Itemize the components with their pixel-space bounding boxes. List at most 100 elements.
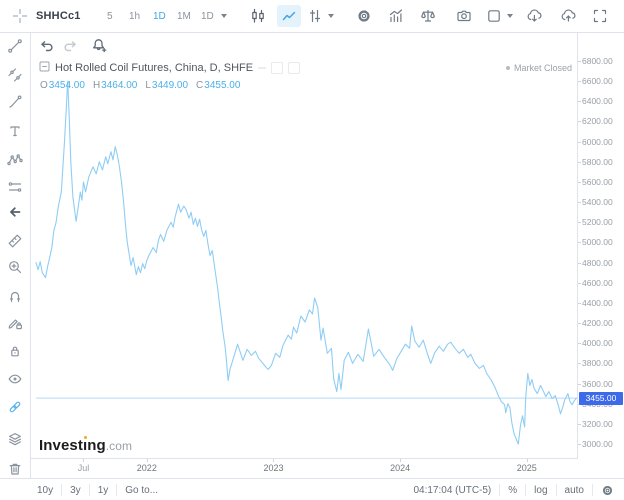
fullscreen-icon[interactable] [592,0,608,32]
price-tick-label: 6800.00 [582,56,613,66]
log-scale-button[interactable]: log [534,484,548,496]
time-tick-label: 2024 [390,463,411,473]
logo-text-post: ıng [82,437,106,454]
measure-icon[interactable] [7,233,23,249]
percent-scale-button[interactable]: % [508,484,518,496]
auto-scale-button[interactable]: auto [564,484,584,496]
range-1y-button[interactable]: 1y [97,484,109,496]
text-tool-icon[interactable] [7,123,23,139]
object-tree-icon[interactable] [7,431,23,447]
price-tick-mark [578,202,581,204]
time-tick-mark [83,459,85,462]
high-value: 3464.00 [101,80,138,91]
price-tick-label: 3800.00 [582,358,613,369]
logo-orange-dot-icon [83,436,87,439]
last-price-badge: 3455.00 [579,391,623,405]
investing-logo[interactable]: Invest ıng.com [39,436,133,454]
balance-icon[interactable] [420,0,436,32]
timeframe-5m[interactable]: 5 [107,10,113,22]
range-3y-button[interactable]: 3y [70,484,81,496]
alert-bell-plus-icon[interactable] [91,37,108,59]
layout-dropdown-caret-icon[interactable] [505,0,515,32]
camera-icon[interactable] [456,0,472,32]
price-tick-mark [578,181,581,183]
price-tick-label: 5400.00 [582,197,613,208]
bottom-toolbar: 10y 3y 1y Go to... 04:17:04 (UTC-5) % lo… [0,478,624,500]
top-toolbar: SHHCc1 5 1h 1D 1M 1D [0,0,624,33]
pattern-icon[interactable] [7,152,23,168]
indicators-icon[interactable] [388,0,404,32]
price-tick-label: 5800.00 [582,156,613,167]
legend-block: Hot Rolled Coil Futures, China, D, SHFE … [39,59,301,91]
prediction-tool-icon[interactable] [7,179,23,195]
gear-icon[interactable] [356,0,372,32]
legend-ghost-button-2-icon[interactable] [288,62,301,74]
drawing-toolbar [0,33,31,478]
hide-all-icon[interactable] [7,371,23,387]
timeframe-1m[interactable]: 1M [177,10,191,22]
time-tick-label: 2025 [516,463,537,473]
legend-ghost-button-1-icon[interactable] [271,62,284,74]
remove-drawings-icon[interactable] [7,461,23,477]
scale-group: 04:17:04 (UTC-5) % log auto [413,479,614,500]
zoom-in-icon[interactable] [7,259,23,275]
timeframe-dropdown-caret-icon[interactable] [219,0,229,32]
price-tick-label: 5000.00 [582,237,613,248]
timeframe-custom[interactable]: 1D [201,10,214,22]
low-value: 3449.00 [151,80,189,91]
magnet-icon[interactable] [7,288,23,304]
axis-settings-gear-icon[interactable] [593,484,614,497]
sync-link-icon[interactable] [7,399,23,415]
sliders-icon[interactable] [307,0,323,32]
lock-all-icon[interactable] [7,343,23,359]
channel-icon[interactable] [7,67,23,83]
cloud-upload-icon[interactable] [560,0,577,32]
collapse-arrow-icon[interactable] [7,204,23,220]
cloud-download-icon[interactable] [526,0,543,32]
undo-icon[interactable] [39,38,55,59]
goto-button[interactable]: Go to... [125,484,159,496]
timeframe-1d-active[interactable]: 1D [153,10,166,22]
price-axis[interactable]: 6800.00 6600.00 6400.00 6200.00 6000.00 5800.… [577,33,624,459]
logo-tld: .com [105,439,133,453]
redo-icon[interactable] [62,38,78,59]
sliders-dropdown-caret-icon[interactable] [326,0,336,32]
market-status-dot-icon [505,66,510,70]
price-tick-label: 6600.00 [582,76,613,87]
trend-line-icon[interactable] [7,38,23,54]
price-tick-mark [578,61,581,62]
price-tick-mark [578,81,581,83]
price-tick-mark [578,343,581,345]
price-tick-label: 4800.00 [582,257,613,268]
time-tick-mark [273,459,275,462]
price-tick-label: 6200.00 [582,116,613,127]
open-value: 3454.00 [48,80,85,91]
price-tick-mark [578,423,581,425]
price-tick-mark [578,262,581,264]
timeframe-1h[interactable]: 1h [129,10,141,22]
time-axis[interactable]: Jul 2022 2023 2024 2025 [31,458,624,478]
price-line-series [35,80,577,445]
open-label: O [40,80,48,91]
price-tick-label: 6000.00 [582,136,613,147]
line-chart-icon[interactable] [277,5,301,27]
time-tick-label: 2022 [136,463,157,473]
market-status-label: Market Closed [513,63,572,73]
legend-ghost-dash-icon[interactable] [258,67,267,69]
price-tick-mark [578,302,581,304]
symbol-button[interactable]: SHHCc1 [36,10,81,22]
crosshair-icon[interactable] [12,0,28,32]
collapse-legend-icon[interactable] [39,59,50,77]
range-10y-button[interactable]: 10y [37,484,54,496]
brush-icon[interactable] [7,94,23,110]
layout-template-icon[interactable] [486,0,502,32]
candles-icon[interactable] [250,0,266,32]
time-tick-label: Jul [77,463,90,473]
price-tick-mark [578,383,581,385]
low-label: L [145,80,151,91]
main-area: Hot Rolled Coil Futures, China, D, SHFE … [0,33,624,478]
drawing-lock-icon[interactable] [7,315,23,331]
price-series-plot[interactable] [31,33,624,478]
chart-pane[interactable]: Hot Rolled Coil Futures, China, D, SHFE … [31,33,624,478]
price-tick-mark [578,161,581,163]
